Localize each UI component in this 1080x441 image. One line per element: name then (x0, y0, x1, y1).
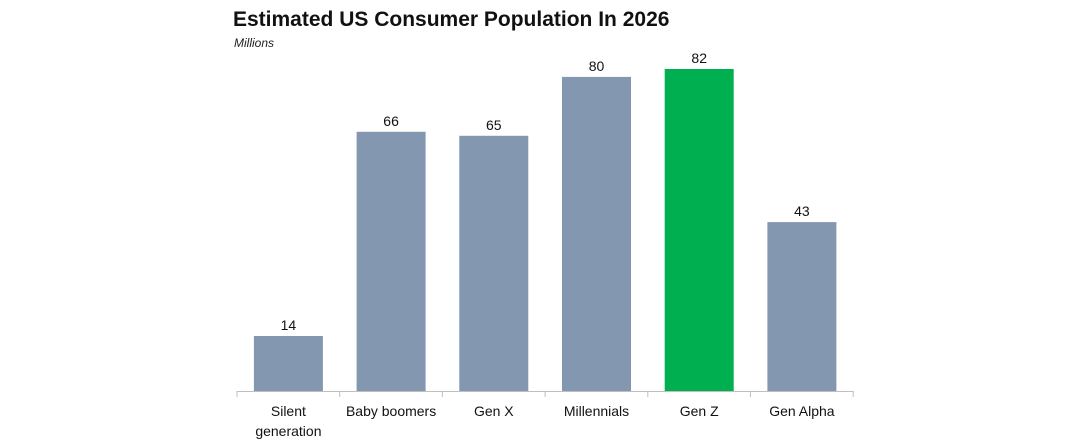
bar (459, 135, 529, 391)
bar (767, 222, 837, 391)
bar (253, 336, 323, 391)
x-tick-label: generation (255, 423, 321, 439)
x-tick-label: Millennials (564, 403, 629, 419)
chart-subtitle: Millions (234, 36, 275, 50)
data-label: 80 (589, 58, 605, 74)
bar (664, 69, 734, 391)
data-label: 65 (486, 117, 502, 133)
data-label: 14 (281, 317, 297, 333)
bar (562, 76, 631, 392)
x-tick-label: Gen Alpha (769, 403, 835, 419)
data-label: 43 (794, 203, 810, 219)
x-tick-label: Gen X (474, 403, 514, 419)
bar (356, 131, 426, 392)
data-label: 82 (691, 50, 707, 66)
x-tick-label: Baby boomers (346, 403, 436, 419)
x-tick-label: Gen Z (680, 403, 719, 419)
data-label: 66 (383, 113, 399, 129)
x-tick-label: Silent (271, 403, 306, 419)
chart-title: Estimated US Consumer Population In 2026 (233, 8, 670, 31)
